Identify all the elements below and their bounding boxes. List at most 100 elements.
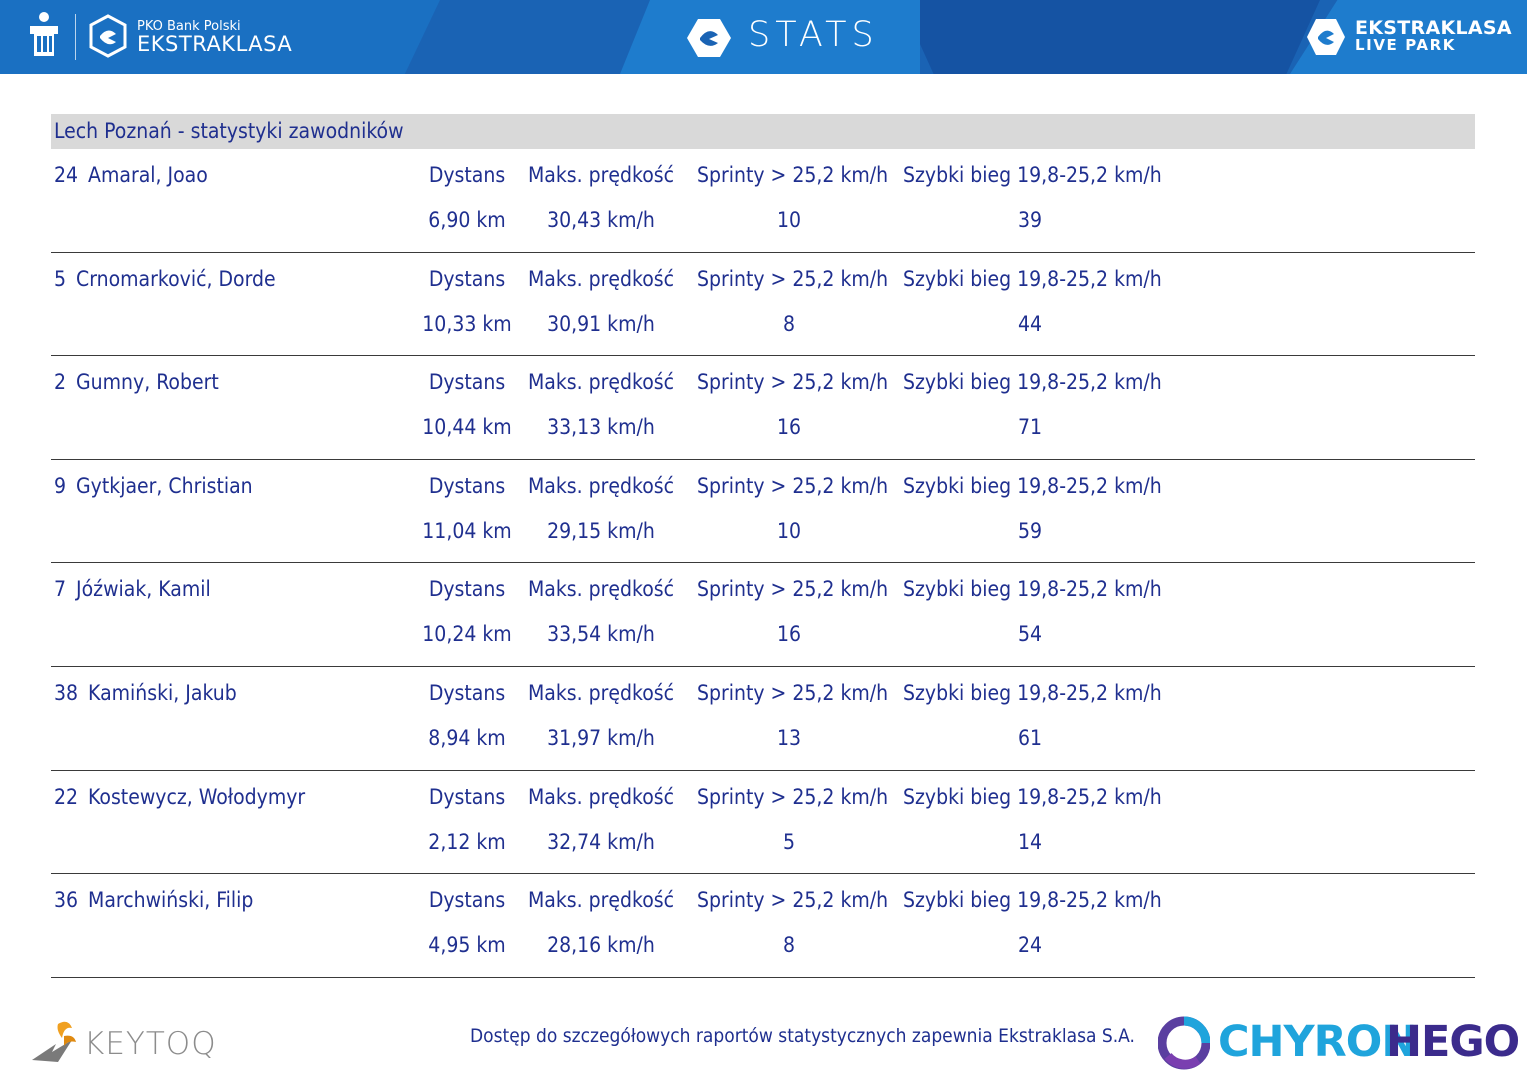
distance-value: 8,94 km xyxy=(428,725,506,750)
player-name-text: Kamiński, Jakub xyxy=(88,680,237,705)
distance-label: Dystans xyxy=(428,163,506,187)
distance-value: 2,12 km xyxy=(428,829,506,854)
player-name: 2 Gumny, Robert xyxy=(54,370,219,394)
fast-runs-value: 44 xyxy=(1017,311,1043,336)
hego-wordmark: HEGO xyxy=(1386,1017,1520,1067)
player-name: 22 Kostewycz, Wołodymyr xyxy=(54,785,305,809)
max-speed-value: 29,15 km/h xyxy=(547,518,655,543)
sprints-label: Sprinty > 25,2 km/h xyxy=(697,473,889,498)
distance-label: Dystans xyxy=(428,577,506,602)
distance-value: 10,33 km xyxy=(422,311,512,336)
fast-runs-label: Szybki bieg 19,8-25,2 km/h xyxy=(903,784,1162,809)
player-stats-table: 24 Amaral, Joao Dystans Maks. prędkość Sp… xyxy=(51,149,1475,978)
distance-value: 4,95 km xyxy=(428,933,506,958)
max-speed-label: Maks. prędkość xyxy=(527,473,675,498)
distance-value: 11,04 km xyxy=(422,518,512,543)
player-row: 22 Kostewycz, Wołodymyr Dystans Maks. prę… xyxy=(51,771,1475,875)
sprints-label: Sprinty > 25,2 km/h xyxy=(697,888,889,913)
max-speed-label: Maks. prędkość xyxy=(527,577,675,602)
fast-runs-label: Szybki bieg 19,8-25,2 km/h xyxy=(903,888,1162,913)
sprints-label: Sprinty > 25,2 km/h xyxy=(697,163,889,187)
live-park-title: EKSTRAKLASA xyxy=(1355,17,1512,39)
pko-bank-logo-icon xyxy=(26,10,62,60)
player-name-text: Jóźwiak, Kamil xyxy=(76,577,211,602)
player-name: 5 Crnomarković, Dorde xyxy=(54,267,276,291)
stats-title: STATS xyxy=(748,15,879,55)
sprints-value: 8 xyxy=(782,933,796,958)
fast-runs-value: 54 xyxy=(1017,622,1043,647)
max-speed-label: Maks. prędkość xyxy=(527,784,675,809)
fast-runs-label: Szybki bieg 19,8-25,2 km/h xyxy=(903,163,1162,187)
brand-subtitle: PKO Bank Polski xyxy=(137,19,241,34)
live-park-subtitle: LIVE PARK xyxy=(1355,36,1457,54)
player-row: 38 Kamiński, Jakub Dystans Maks. prędkość… xyxy=(51,667,1475,771)
player-name-text: Kostewycz, Wołodymyr xyxy=(88,784,306,809)
distance-label: Dystans xyxy=(428,680,506,705)
player-name: 36 Marchwiński, Filip xyxy=(54,888,253,912)
max-speed-value: 30,43 km/h xyxy=(547,208,655,232)
player-name: 24 Amaral, Joao xyxy=(54,163,208,187)
player-number: 7 xyxy=(54,577,67,602)
sprints-value: 16 xyxy=(776,622,802,647)
header-decor-band xyxy=(0,0,440,74)
header-decor-band xyxy=(620,0,920,74)
player-row: 7 Jóźwiak, Kamil Dystans Maks. prędkość S… xyxy=(51,563,1475,667)
header-decor-band xyxy=(900,0,1320,74)
ekstraklasa-logo-icon xyxy=(88,14,128,58)
max-speed-value: 32,74 km/h xyxy=(547,829,655,854)
player-row: 9 Gytkjaer, Christian Dystans Maks. prędk… xyxy=(51,460,1475,564)
player-row: 2 Gumny, Robert Dystans Maks. prędkość Sp… xyxy=(51,356,1475,460)
sprints-label: Sprinty > 25,2 km/h xyxy=(697,784,889,809)
sprints-label: Sprinty > 25,2 km/h xyxy=(697,370,889,395)
stats-logo-icon xyxy=(686,17,732,59)
sprints-value: 16 xyxy=(776,415,802,440)
fast-runs-value: 71 xyxy=(1017,415,1043,440)
distance-value: 10,24 km xyxy=(422,622,512,647)
player-number: 2 xyxy=(54,370,67,395)
fast-runs-label: Szybki bieg 19,8-25,2 km/h xyxy=(903,577,1162,602)
player-number: 36 xyxy=(54,888,79,913)
distance-label: Dystans xyxy=(428,473,506,498)
fast-runs-label: Szybki bieg 19,8-25,2 km/h xyxy=(903,473,1162,498)
player-number: 9 xyxy=(54,473,67,498)
distance-value: 6,90 km xyxy=(428,208,506,232)
distance-value: 10,44 km xyxy=(422,415,512,440)
player-name-text: Marchwiński, Filip xyxy=(88,888,254,913)
sprints-value: 13 xyxy=(776,725,802,750)
player-number: 22 xyxy=(54,784,79,809)
max-speed-value: 28,16 km/h xyxy=(547,933,655,958)
max-speed-label: Maks. prędkość xyxy=(527,888,675,913)
sprints-value: 10 xyxy=(776,518,802,543)
fast-runs-value: 39 xyxy=(1017,208,1043,232)
fast-runs-label: Szybki bieg 19,8-25,2 km/h xyxy=(903,266,1162,291)
max-speed-label: Maks. prędkość xyxy=(527,370,675,395)
footer-note: Dostęp do szczegółowych raportów statyst… xyxy=(470,1025,1135,1047)
player-name: 38 Kamiński, Jakub xyxy=(54,681,237,705)
player-name-text: Gytkjaer, Christian xyxy=(76,473,253,498)
player-name-text: Gumny, Robert xyxy=(76,370,219,395)
max-speed-value: 33,13 km/h xyxy=(547,415,655,440)
brand-title: EKSTRAKLASA xyxy=(137,32,293,56)
fast-runs-value: 24 xyxy=(1017,933,1043,958)
keytoq-logo-icon xyxy=(28,1016,80,1068)
fast-runs-value: 61 xyxy=(1017,725,1043,750)
max-speed-label: Maks. prędkość xyxy=(527,680,675,705)
player-row: 36 Marchwiński, Filip Dystans Maks. prędk… xyxy=(51,874,1475,978)
player-name: 7 Jóźwiak, Kamil xyxy=(54,577,211,601)
chyronhego-logo-icon xyxy=(1158,1016,1210,1070)
header-banner: PKO Bank Polski EKSTRAKLASA STATS EKSTRA… xyxy=(0,0,1527,74)
fast-runs-value: 14 xyxy=(1017,829,1043,854)
distance-label: Dystans xyxy=(428,370,506,395)
player-name: 9 Gytkjaer, Christian xyxy=(54,474,253,498)
sprints-value: 10 xyxy=(776,208,802,232)
section-title-bar: Lech Poznań - statystyki zawodników xyxy=(51,114,1475,149)
header-divider xyxy=(75,14,76,60)
fast-runs-label: Szybki bieg 19,8-25,2 km/h xyxy=(903,370,1162,395)
player-row: 5 Crnomarković, Dorde Dystans Maks. prędk… xyxy=(51,253,1475,357)
max-speed-value: 31,97 km/h xyxy=(547,725,655,750)
section-title: Lech Poznań - statystyki zawodników xyxy=(54,119,404,143)
sprints-label: Sprinty > 25,2 km/h xyxy=(697,680,889,705)
distance-label: Dystans xyxy=(428,784,506,809)
max-speed-value: 33,54 km/h xyxy=(547,622,655,647)
distance-label: Dystans xyxy=(428,888,506,913)
